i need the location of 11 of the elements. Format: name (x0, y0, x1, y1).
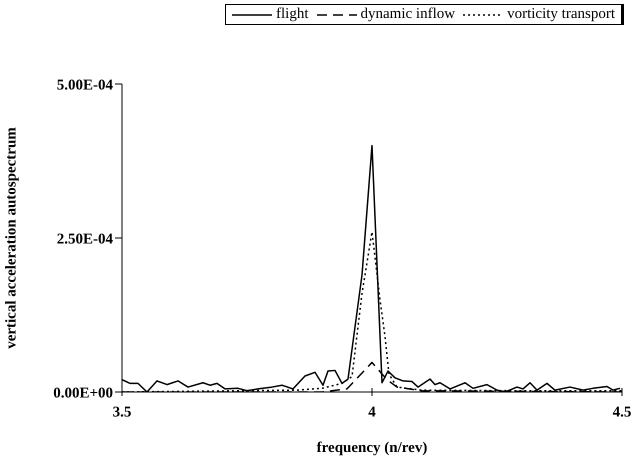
x-tick-label: 3.5 (112, 404, 132, 421)
y-axis-title: vertical acceleration autospectrum (3, 126, 20, 349)
y-tick-label: 0.00E+00 (53, 385, 113, 402)
y-tick-label: 5.00E-04 (56, 77, 114, 94)
legend-label: flight (276, 6, 309, 23)
x-axis-title: frequency (n/rev) (316, 440, 428, 456)
legend-label: vorticity transport (507, 6, 615, 23)
x-tick-label: 4 (368, 404, 376, 421)
y-tick-label: 2.50E-04 (56, 231, 114, 248)
x-tick-label: 4.5 (612, 404, 632, 421)
legend-label: dynamic inflow (360, 6, 456, 23)
